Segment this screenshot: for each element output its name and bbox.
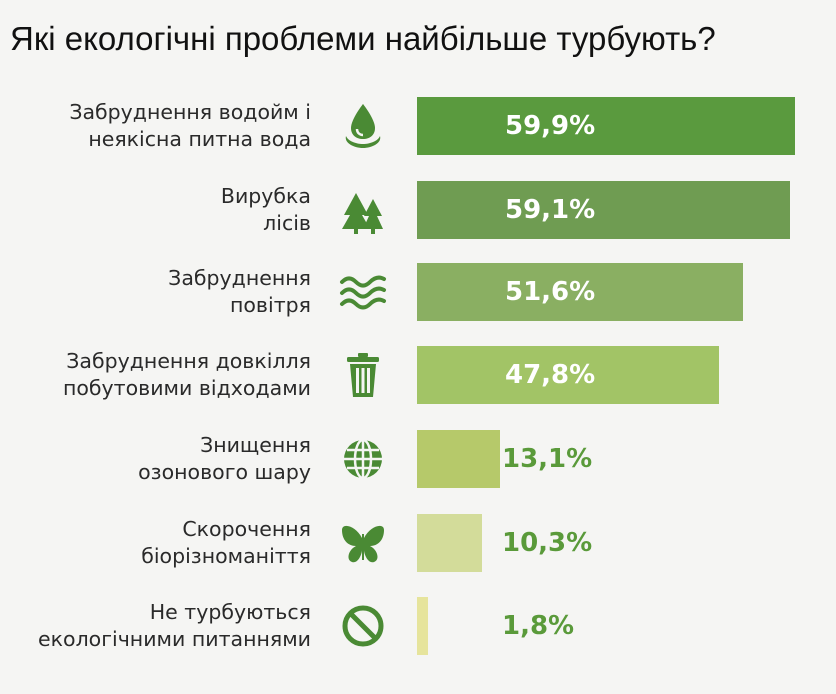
no-sign-icon [336,599,390,653]
value-label: 51,6% [505,277,596,307]
category-label: Забруднення водойм і неякісна питна вода [69,97,311,155]
category-label-line1: Забруднення довкілля [66,349,311,373]
globe-icon [336,432,390,486]
category-label: Вирубка лісів [221,181,311,239]
value-label: 1,8% [502,611,575,641]
chart-row: Забруднення повітря 51,6% [0,263,836,321]
category-label-line2: екологічними питаннями [38,627,311,651]
trees-icon [336,183,390,237]
category-label-line2: повітря [229,293,311,317]
chart-row: Вирубка лісів 59,1% [0,181,836,239]
value-label: 13,1% [502,444,593,474]
category-label: Знищення озонового шару [138,430,311,488]
category-label-line2: озонового шару [138,460,311,484]
chart-row: Не турбуються екологічними питаннями 1,8% [0,597,836,655]
bar [417,263,743,321]
category-label: Забруднення довкілля побутовими відходами [63,346,311,404]
butterfly-icon [336,516,390,570]
category-label-line1: Вирубка [220,184,311,208]
category-label-line2: побутовими відходами [62,376,311,400]
category-label: Не турбуються екологічними питаннями [38,597,311,655]
bar [417,346,719,404]
trash-bin-icon [336,348,390,402]
chart-row: Знищення озонового шару 13,1% [0,430,836,488]
category-label-line1: Забруднення [168,266,311,290]
bar [417,597,429,655]
value-label: 47,8% [505,360,596,390]
category-label: Забруднення повітря [168,263,311,321]
bar [417,514,482,572]
category-label: Скорочення біорізноманіття [141,514,311,572]
chart-row: Скорочення біорізноманіття 10,3% [0,514,836,572]
category-label-line1: Забруднення водойм і [69,100,311,124]
category-label-line1: Скорочення [182,517,311,541]
bar [417,97,795,155]
value-label: 59,9% [505,111,596,141]
value-label: 59,1% [505,195,596,225]
chart-row: Забруднення довкілля побутовими відходами… [0,346,836,404]
category-label-line1: Знищення [200,433,311,457]
chart-title: Які екологічні проблеми найбільше турбую… [10,20,716,57]
bar [417,430,500,488]
air-waves-icon [336,265,390,319]
category-label-line1: Не турбуються [149,600,311,624]
category-label-line2: неякісна питна вода [88,127,311,151]
category-label-line2: біорізноманіття [141,544,311,568]
value-label: 10,3% [502,528,593,558]
category-label-line2: лісів [263,211,311,235]
bar [417,181,790,239]
chart-row: Забруднення водойм і неякісна питна вода 5… [0,97,836,155]
water-drop-icon [336,99,390,153]
